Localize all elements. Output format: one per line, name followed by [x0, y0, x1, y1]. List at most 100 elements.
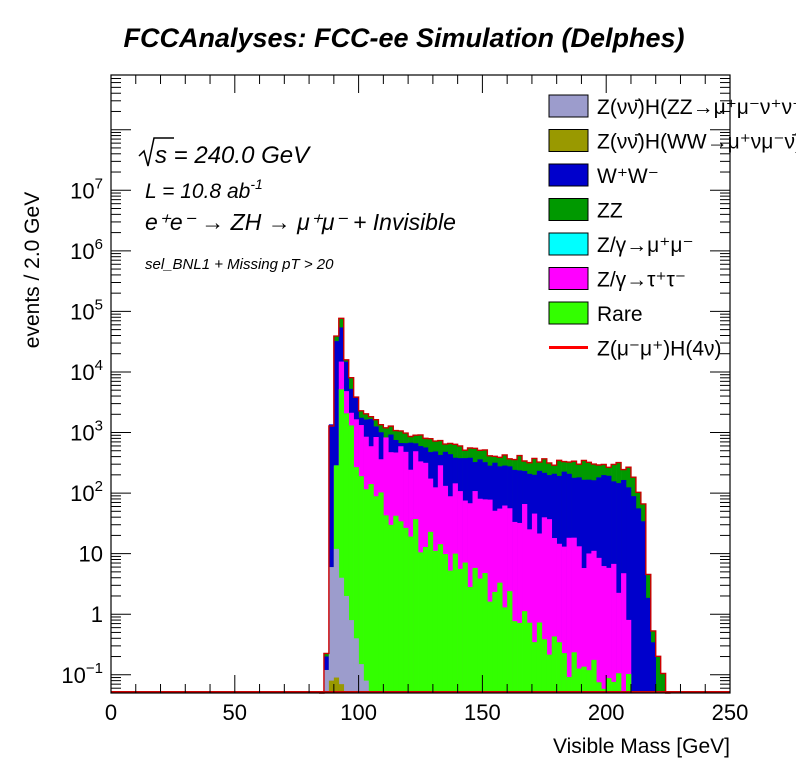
histogram-bar: [626, 673, 632, 693]
legend: Z(νν̄)H(ZZ→μ⁺μ⁻ν⁺ν⁻) Z(νν̄)H(WW→μ⁺νμ⁻ν̄) W…: [548, 94, 796, 361]
histogram-bar: [561, 653, 567, 693]
sqrt-symbol: [138, 137, 174, 167]
histogram-bar: [442, 554, 449, 693]
histogram-bar: [576, 668, 582, 693]
histogram-bar: [418, 552, 424, 693]
histogram-bar: [630, 496, 637, 693]
y-tick-label: 103: [70, 418, 103, 446]
histogram-bar: [581, 568, 587, 693]
y-tick-label: 106: [70, 236, 103, 264]
histogram-bar: [616, 673, 622, 693]
x-tick-label: 100: [340, 700, 377, 725]
y-axis-label: events / 2.0 GeV: [21, 192, 44, 348]
histogram-bar: [601, 566, 607, 693]
histogram-bar: [452, 553, 458, 693]
ww-signal-bar: [333, 677, 340, 693]
annotations: s = 240.0 GeV L = 10.8 ab-1 e⁺e⁻ → ZH → …: [138, 137, 456, 273]
x-axis-label: Visible Mass [GeV]: [553, 735, 730, 758]
histogram-bar: [383, 515, 389, 693]
histogram-bar: [601, 688, 607, 693]
legend-label: Z(νν̄)H(WW→μ⁺νμ⁻ν̄): [597, 131, 796, 154]
histogram-bar: [571, 652, 577, 693]
x-tick-label: 0: [105, 700, 117, 725]
x-tick-label: 150: [464, 700, 501, 725]
legend-swatch: [548, 232, 589, 256]
process-annotation: e⁺e⁻ → ZH → μ⁺μ⁻ + Invisible: [145, 209, 456, 235]
histogram-bar: [472, 567, 478, 693]
histogram-bar: [626, 487, 632, 693]
histogram-bar: [502, 607, 508, 693]
histogram-bar: [492, 591, 498, 693]
legend-swatch: [548, 267, 589, 290]
histogram-bar: [645, 597, 652, 693]
histogram-bar: [586, 670, 592, 693]
histogram-bar: [388, 524, 394, 693]
histogram-bar: [561, 546, 567, 693]
histogram-bar: [358, 476, 364, 693]
histogram-bar: [526, 529, 533, 693]
y-tick-label: 1: [91, 602, 103, 627]
histogram-bar: [427, 531, 434, 693]
histogram-bar: [462, 562, 468, 693]
histogram-bar: [655, 656, 661, 693]
luminosity-annotation: L = 10.8 ab-1: [145, 176, 263, 203]
histogram-bar: [536, 533, 543, 693]
histogram-bar: [586, 553, 592, 693]
stacked-bars: [111, 317, 730, 694]
histogram-bar: [531, 642, 538, 693]
y-axis: 10−1 1 10 102 103 104 105 106 107: [61, 74, 730, 694]
histogram-bar: [522, 611, 528, 693]
histogram-bar: [517, 622, 523, 693]
y-tick-label: 107: [70, 175, 103, 203]
histogram-bar: [378, 492, 384, 693]
legend-label: Z(νν̄)H(ZZ→μ⁺μ⁻ν⁺ν⁻): [597, 96, 796, 119]
legend-label: Z/γ→τ⁺τ⁻: [597, 269, 686, 292]
zz-signal-bar: [343, 595, 349, 693]
histogram-bar: [328, 424, 335, 693]
histogram-bar: [487, 601, 493, 693]
zz-signal-bar: [363, 680, 369, 693]
x-tick-label: 50: [223, 700, 247, 725]
plot-frame: [110, 74, 731, 694]
histogram-bar: [616, 592, 622, 693]
histogram-bar: [621, 573, 627, 693]
y-tick-label: 104: [70, 357, 103, 385]
histogram-bar: [403, 527, 409, 693]
histogram-bar: [616, 483, 622, 693]
legend-swatch: [548, 163, 589, 187]
zz-signal-bar: [323, 669, 330, 693]
histogram-bar: [611, 681, 617, 693]
histogram-bar: [393, 515, 399, 693]
y-tick-label: 105: [70, 296, 103, 324]
legend-swatch: [548, 301, 589, 325]
histogram-bar: [408, 536, 414, 693]
histogram-bar: [422, 546, 429, 693]
histogram-bar: [348, 425, 354, 693]
histogram-bar: [517, 522, 523, 693]
legend-label: W⁺W⁻: [597, 165, 659, 188]
legend-swatch: [548, 129, 589, 152]
zz-signal-bar: [348, 620, 354, 693]
histogram-bar: [596, 682, 602, 693]
histogram-bar: [526, 622, 533, 693]
histogram-bar: [482, 573, 488, 693]
histogram-bar: [635, 508, 642, 693]
histogram-bar: [338, 389, 345, 693]
histogram-bar: [551, 538, 557, 693]
histogram-bar: [522, 503, 528, 693]
histogram-bar: [398, 521, 404, 693]
x-tick-label: 250: [712, 700, 749, 725]
ww-signal-bar: [328, 680, 335, 693]
histogram-bar: [487, 499, 493, 693]
legend-swatch: [548, 94, 589, 118]
histogram-bar: [546, 654, 553, 693]
histogram-bar: [447, 570, 453, 693]
histogram-bar: [368, 484, 374, 693]
y-tick-label: 10: [79, 542, 103, 567]
histogram-bar: [531, 513, 538, 693]
x-axis: 0 50 100 150 200 250: [105, 75, 748, 725]
histogram-bar: [551, 636, 557, 693]
histogram-bar: [640, 521, 647, 693]
energy-annotation: s = 240.0 GeV: [155, 142, 311, 169]
